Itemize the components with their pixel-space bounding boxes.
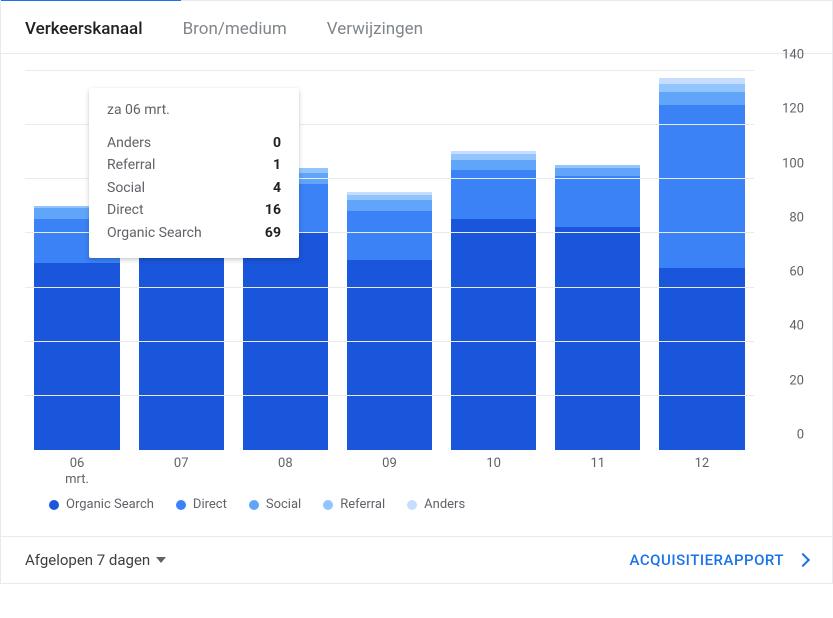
tooltip-row-label: Social <box>107 177 145 199</box>
y-tick-label: 80 <box>754 210 808 225</box>
y-tick-label: 20 <box>754 373 808 388</box>
y-tick-label: 140 <box>754 48 808 63</box>
y-tick-label: 60 <box>754 265 808 280</box>
bar-segment-organic_search <box>659 268 744 450</box>
bar-segment-direct <box>659 105 744 268</box>
legend-item-organic_search[interactable]: Organic Search <box>49 497 154 512</box>
x-tick-label: 06mrt. <box>25 456 129 487</box>
tooltip-row-label: Anders <box>107 132 151 154</box>
bar-segment-social <box>659 92 744 106</box>
legend-item-anders[interactable]: Anders <box>407 497 465 512</box>
tabs: Verkeerskanaal Bron/medium Verwijzingen <box>1 1 832 54</box>
active-tab-indicator <box>1 0 181 1</box>
bar-column[interactable] <box>337 71 441 450</box>
legend-item-referral[interactable]: Referral <box>323 497 385 512</box>
date-range-label: Afgelopen 7 dagen <box>25 551 150 569</box>
bar-segment-organic_search <box>34 263 119 450</box>
legend-label: Referral <box>340 497 385 512</box>
date-range-selector[interactable]: Afgelopen 7 dagen <box>25 551 166 569</box>
bar-segment-social <box>347 200 432 211</box>
analytics-card: Verkeerskanaal Bron/medium Verwijzingen 0 2… <box>0 0 833 584</box>
tooltip-row-label: Direct <box>107 199 144 221</box>
y-tick-label: 0 <box>754 428 808 443</box>
report-link-label: ACQUISITIERAPPORT <box>630 551 784 569</box>
tooltip-row: Direct 16 <box>107 199 281 221</box>
chevron-right-icon <box>796 553 810 567</box>
legend-label: Social <box>266 497 301 512</box>
x-tick-label: 12 <box>650 456 754 487</box>
tooltip-row: Referral 1 <box>107 154 281 176</box>
tooltip-row: Organic Search 69 <box>107 222 281 244</box>
tooltip-row-value: 1 <box>249 154 281 176</box>
x-tick-label: 07 <box>129 456 233 487</box>
legend-swatch <box>249 500 259 510</box>
x-axis: 06mrt.070809101112 <box>25 456 808 487</box>
tab-verkeerskanaal[interactable]: Verkeerskanaal <box>25 19 143 39</box>
y-tick-label: 120 <box>754 102 808 117</box>
legend-label: Anders <box>424 497 465 512</box>
gridline <box>25 341 754 342</box>
bar-segment-organic_search <box>451 219 536 450</box>
tooltip-row: Anders 0 <box>107 132 281 154</box>
x-tick-label: 09 <box>337 456 441 487</box>
x-tick-label: 08 <box>233 456 337 487</box>
tooltip-row-label: Referral <box>107 154 155 176</box>
acquisition-report-link[interactable]: ACQUISITIERAPPORT <box>630 551 808 569</box>
tooltip-title: za 06 mrt. <box>107 102 281 118</box>
tooltip-row-value: 69 <box>241 222 281 244</box>
x-tick-label: 11 <box>546 456 650 487</box>
legend: Organic Search Direct Social Referral Anders <box>25 487 808 528</box>
tooltip-row-value: 16 <box>241 199 281 221</box>
card-footer: Afgelopen 7 dagen ACQUISITIERAPPORT <box>1 536 832 583</box>
x-axis-labels: 06mrt.070809101112 <box>25 456 754 487</box>
bar-segment-social <box>555 168 640 176</box>
legend-item-direct[interactable]: Direct <box>176 497 227 512</box>
bar-segment-social <box>451 160 536 171</box>
x-tick-label: 10 <box>442 456 546 487</box>
legend-label: Organic Search <box>66 497 154 512</box>
gridline <box>25 395 754 396</box>
y-axis: 020406080100120140 <box>754 70 808 450</box>
legend-swatch <box>49 500 59 510</box>
caret-down-icon <box>156 557 166 563</box>
bar-segment-referral <box>659 84 744 92</box>
bar-segment-direct <box>555 176 640 228</box>
legend-swatch <box>176 500 186 510</box>
legend-swatch <box>407 500 417 510</box>
legend-swatch <box>323 500 333 510</box>
legend-label: Direct <box>193 497 227 512</box>
chart-container: 020406080100120140 06mrt.070809101112 Or… <box>1 54 832 536</box>
legend-item-social[interactable]: Social <box>249 497 301 512</box>
y-tick-label: 40 <box>754 319 808 334</box>
chart-tooltip: za 06 mrt. Anders0Referral1Social4Direct… <box>89 88 299 258</box>
bar-column[interactable] <box>650 71 754 450</box>
stacked-bar <box>555 165 640 450</box>
tooltip-row: Social 4 <box>107 177 281 199</box>
stacked-bar <box>347 192 432 450</box>
bar-segment-organic_search <box>555 227 640 450</box>
bar-segment-organic_search <box>139 238 224 450</box>
bar-segment-direct <box>347 211 432 260</box>
tab-bron-medium[interactable]: Bron/medium <box>183 19 287 39</box>
tooltip-row-value: 4 <box>249 177 281 199</box>
stacked-bar <box>451 151 536 450</box>
bar-column[interactable] <box>546 71 650 450</box>
tooltip-row-value: 0 <box>249 132 281 154</box>
bar-column[interactable] <box>442 71 546 450</box>
gridline <box>25 287 754 288</box>
bar-segment-organic_search <box>347 260 432 450</box>
y-tick-label: 100 <box>754 156 808 171</box>
tooltip-row-label: Organic Search <box>107 222 202 244</box>
tab-verwijzingen[interactable]: Verwijzingen <box>327 19 423 39</box>
